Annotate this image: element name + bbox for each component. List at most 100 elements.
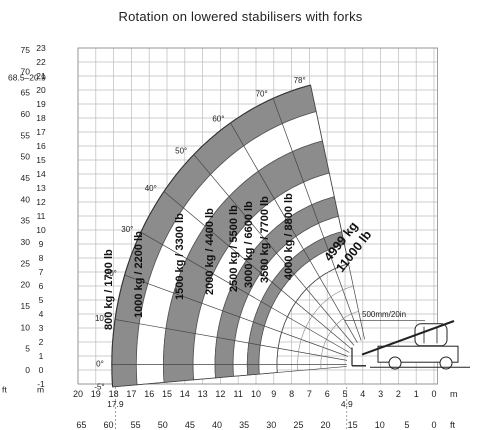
y-ft-tick: 40: [21, 194, 31, 204]
y-ft-tick: 20: [21, 280, 31, 290]
x-m-tick: 5: [342, 389, 347, 399]
y-m-tick: 10: [36, 225, 46, 235]
y-m-unit: m: [37, 385, 44, 395]
boom-angle-ray: [193, 154, 355, 346]
y-m-tick: 16: [36, 141, 46, 151]
x-m-tick: 2: [396, 389, 401, 399]
y-ft-tick: 35: [21, 216, 31, 226]
boom-angle-ray: [112, 366, 347, 388]
front-wheel: [388, 356, 402, 370]
x-m-tick: 7: [307, 389, 312, 399]
x-ft-tick: 0: [431, 420, 436, 430]
y-m-tick: 4: [39, 309, 44, 319]
y-top-pair: 68.5–20.9: [8, 72, 46, 82]
y-ft-tick: 55: [21, 130, 31, 140]
x-m-tick: 16: [144, 389, 154, 399]
y-ft-tick: 30: [21, 237, 31, 247]
zone-label: 2000 kg / 4400 lb: [204, 208, 216, 295]
y-ft-tick: 5: [25, 344, 30, 354]
y-m-tick: 8: [39, 253, 44, 263]
y-m-tick: -1: [37, 379, 45, 389]
y-ft-tick: 65: [21, 88, 31, 98]
boom-angle-ray: [310, 85, 365, 340]
angle-label: 50°: [175, 146, 187, 155]
reach-arcs: [297, 285, 359, 371]
x-m-tick: 14: [180, 389, 190, 399]
y-m-tick: 14: [36, 169, 46, 179]
x-ft-tick: 5: [404, 420, 409, 430]
x-ft-tick: 20: [320, 420, 330, 430]
x-ft-tick: 60: [103, 420, 113, 430]
angle-label: -5°: [94, 382, 104, 391]
y-m-tick: 12: [36, 197, 46, 207]
x-ft-tick: 40: [212, 420, 222, 430]
y-m-tick: 2: [39, 337, 44, 347]
x-m-tick: 8: [289, 389, 294, 399]
zone-label: 4000 kg / 8800 lb: [283, 193, 295, 280]
x-m-tick: 0: [431, 389, 436, 399]
zone-label: 800 kg / 1700 lb: [103, 249, 115, 330]
x-m-tick: 3: [378, 389, 383, 399]
x-m-tick: 12: [215, 389, 225, 399]
y-m-tick: 18: [36, 113, 46, 123]
angle-label: 70°: [256, 90, 268, 99]
y-ft-tick: 45: [21, 173, 31, 183]
y-m-tick: 21: [36, 71, 46, 81]
y-m-tick: 0: [39, 365, 44, 375]
x-ft-unit: ft: [450, 420, 456, 430]
x-m-tick: 19: [91, 389, 101, 399]
angle-label: 40°: [145, 184, 157, 193]
y-m-tick: 19: [36, 99, 46, 109]
boom-angle-ray: [124, 274, 348, 357]
y-m-tick: 5: [39, 295, 44, 305]
y-m-tick: 9: [39, 239, 44, 249]
boom-angle-lines: [111, 85, 365, 388]
y-m-tick: 7: [39, 267, 44, 277]
x-m-tick: 11: [234, 389, 243, 399]
zone-label: 3500 kg / 7700 lb: [259, 196, 271, 283]
attachment-note: 500mm/20in: [362, 310, 406, 319]
x-ft-tick: 10: [375, 420, 385, 430]
chart-labels: -5° 0° 10° 20° 30° 40° 50° 60° 70° 78° 800 kg / 17…: [2, 43, 458, 430]
x-ft-tick: 50: [158, 420, 168, 430]
x-ft-tick: 35: [239, 420, 249, 430]
boom-angle-ray: [163, 191, 352, 350]
x-ft-tick: 15: [348, 420, 358, 430]
y-m-tick: 6: [39, 281, 44, 291]
reach-arc: [320, 311, 359, 369]
y-m-tick: 23: [36, 43, 46, 53]
x-m-tick: 18: [109, 389, 119, 399]
zone-label: 1500 kg / 3300 lb: [174, 213, 186, 300]
x-ft-tick: 55: [131, 420, 141, 430]
x-ft-tick: 25: [293, 420, 303, 430]
x-m-tick: 6: [325, 389, 330, 399]
x-m-tick: 1: [414, 389, 419, 399]
inner-zone-boundary: [276, 263, 349, 373]
y-m-tick: 22: [36, 57, 46, 67]
x-m-tick: 10: [251, 389, 261, 399]
x-m-tick: 17: [126, 389, 136, 399]
zone-label: 1000 kg / 2200 lb: [133, 231, 145, 318]
y-m-tick: 17: [36, 127, 46, 137]
y-ft-unit: ft: [2, 385, 7, 395]
x-m-tick: 13: [198, 389, 208, 399]
x-ft-tick: 45: [185, 420, 195, 430]
telehandler-machine-outline: [351, 320, 470, 370]
y-ft-tick: 0: [25, 365, 30, 375]
plot-frame: [77, 47, 438, 385]
boom-angle-ray: [230, 122, 358, 343]
zone-label: 3000 kg / 6600 lb: [243, 201, 255, 288]
y-m-tick: 1: [39, 351, 44, 361]
y-ft-tick: 25: [21, 258, 31, 268]
boom-angle-ray: [272, 98, 362, 341]
zone-label: 2500 kg / 5500 lb: [228, 205, 240, 292]
machine-cab: [414, 323, 448, 347]
y-m-tick: 15: [36, 155, 46, 165]
y-m-tick: 3: [39, 323, 44, 333]
angle-label: 30°: [121, 225, 133, 234]
y-ft-tick: 60: [21, 109, 31, 119]
y-m-tick: 20: [36, 85, 46, 95]
y-ft-tick: 15: [21, 301, 31, 311]
y-m-tick: 11: [37, 211, 46, 221]
